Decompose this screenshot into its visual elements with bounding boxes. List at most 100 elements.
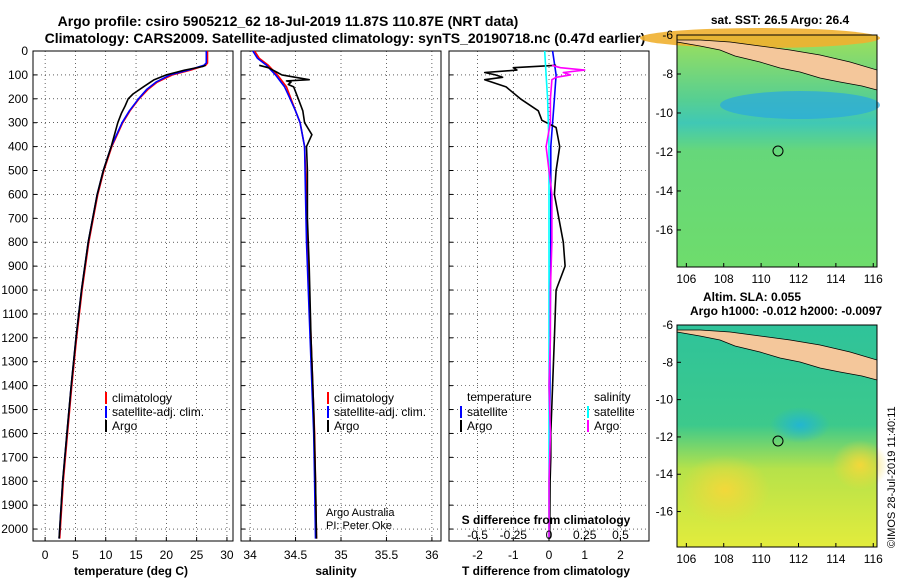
map-ytick-label: -6 xyxy=(662,318,673,332)
sla-map-ticks: 106 108 110 112 114 116 -6 -8 -10 -12 -14 -16 xyxy=(656,318,883,566)
legend-satellite: satellite-adj. clim. xyxy=(112,405,204,419)
map-xtick-label: 116 xyxy=(864,552,883,566)
difference-xtick-label: 1 xyxy=(581,548,588,562)
depth-tick-label: 200 xyxy=(8,92,28,106)
map-xtick-label: 114 xyxy=(826,272,845,286)
temperature-xtick-label: 0 xyxy=(42,548,49,562)
depth-tick-label: 1800 xyxy=(1,474,28,488)
map-ytick-label: -8 xyxy=(662,355,673,369)
map-xtick-label: 110 xyxy=(752,272,771,286)
legend-s-satellite: satellite xyxy=(594,405,635,419)
difference-xtick-label: -2 xyxy=(472,548,483,562)
temperature-xtick-label: 30 xyxy=(220,548,234,562)
map-ytick-label: -12 xyxy=(656,430,674,444)
sst-map-frame xyxy=(676,34,878,268)
map-xtick-label: 108 xyxy=(714,552,734,566)
depth-tick-label: 2000 xyxy=(1,522,28,536)
difference-series-s-argo xyxy=(545,64,586,539)
salinity-xtick-label: 35.5 xyxy=(375,548,399,562)
sla-high-patch-east xyxy=(832,440,888,490)
sst-map xyxy=(640,28,880,268)
argo-float-location xyxy=(772,435,784,447)
s-difference-tick-label: 0.25 xyxy=(573,528,597,542)
difference-xlabel: T difference from climatology xyxy=(462,564,630,578)
legend-climatology: climatology xyxy=(112,391,172,405)
depth-tick-label: 900 xyxy=(8,259,28,273)
s-difference-xlabel: S difference from climatology xyxy=(462,513,631,527)
map-xtick-label: 110 xyxy=(752,552,771,566)
map-ytick-label: -10 xyxy=(656,106,674,120)
s-difference-tick-label: -0.5 xyxy=(467,528,488,542)
sla-map xyxy=(676,324,888,548)
s-difference-tick-label: 0.5 xyxy=(612,528,629,542)
temperature-xtick-label: 5 xyxy=(72,548,79,562)
sst-warm-patch xyxy=(640,28,880,48)
legend-climatology: climatology xyxy=(334,391,394,405)
map-ytick-label: -10 xyxy=(656,393,674,407)
difference-legend: temperature satellite Argo salinity sate… xyxy=(460,390,635,433)
depth-tick-label: 800 xyxy=(8,235,28,249)
depth-tick-label: 1700 xyxy=(1,450,28,464)
map-ytick-label: -8 xyxy=(662,67,673,81)
map-ytick-label: -16 xyxy=(656,505,674,519)
figure-title-line1: Argo profile: csiro 5905212_62 18-Jul-20… xyxy=(58,13,519,29)
map-ytick-label: -14 xyxy=(656,467,674,481)
axis-ticks: 0100200300400500600700800900100011001200… xyxy=(1,44,629,562)
salinity-xtick-label: 34.5 xyxy=(284,548,308,562)
salinity-xtick-label: 35 xyxy=(334,548,348,562)
depth-tick-label: 300 xyxy=(8,116,28,130)
depth-tick-label: 400 xyxy=(8,140,28,154)
temperature-xtick-label: 25 xyxy=(190,548,204,562)
map-xtick-label: 108 xyxy=(714,272,734,286)
legend-s-argo: Argo xyxy=(594,419,620,433)
depth-tick-label: 1400 xyxy=(1,379,28,393)
map-ytick-label: -6 xyxy=(662,28,673,42)
depth-tick-label: 500 xyxy=(8,164,28,178)
salinity-series-climatology xyxy=(253,50,318,539)
s-difference-tick-label: 0 xyxy=(546,528,553,542)
legend-argo: Argo xyxy=(112,419,138,433)
s-difference-tick-label: -0.25 xyxy=(500,528,528,542)
salinity-series-argo xyxy=(258,64,318,539)
depth-tick-label: 1000 xyxy=(1,283,28,297)
depth-tick-label: 1300 xyxy=(1,355,28,369)
map-ytick-label: -12 xyxy=(656,145,674,159)
legend-argo: Argo xyxy=(334,419,360,433)
temperature-xtick-label: 15 xyxy=(129,548,143,562)
depth-tick-label: 100 xyxy=(8,68,28,82)
map-xtick-label: 114 xyxy=(826,552,845,566)
temperature-xtick-label: 20 xyxy=(160,548,174,562)
profile-curves xyxy=(58,50,586,539)
legend-salinity-title: salinity xyxy=(594,390,631,404)
credit-line1: Argo Australia xyxy=(326,507,395,519)
depth-tick-label: 0 xyxy=(21,44,28,58)
temperature-series-climatology xyxy=(58,51,209,539)
difference-xtick-label: 2 xyxy=(617,548,624,562)
sla-map-title1: Altim. SLA: 0.055 xyxy=(703,290,801,304)
salinity-legend: climatology satellite-adj. clim. Argo Ar… xyxy=(326,391,426,532)
map-xtick-label: 112 xyxy=(789,272,808,286)
temperature-legend: climatology satellite-adj. clim. Argo xyxy=(105,391,204,433)
credit-line2: PI: Peter Oke xyxy=(326,520,392,532)
depth-tick-label: 1100 xyxy=(2,307,28,321)
depth-tick-label: 1200 xyxy=(1,331,28,345)
map-ytick-label: -16 xyxy=(656,223,674,237)
map-xtick-label: 106 xyxy=(676,272,696,286)
difference-xtick-label: 0 xyxy=(546,548,553,562)
temperature-xlabel: temperature (deg C) xyxy=(74,564,188,578)
depth-tick-label: 1600 xyxy=(1,426,28,440)
timestamp: ©IMOS 28-Jul-2019 11:40:11 xyxy=(886,406,898,548)
argo-float-location xyxy=(772,145,784,157)
sst-map-ticks: 106 108 110 112 114 116 -6 -8 -10 -12 -14 -16 xyxy=(656,28,883,286)
sst-map-title: sat. SST: 26.5 Argo: 26.4 xyxy=(711,13,850,27)
temperature-panel-frame xyxy=(32,50,234,542)
java-coastline xyxy=(676,329,878,381)
map-xtick-label: 112 xyxy=(789,552,808,566)
temperature-series-argo xyxy=(58,64,206,539)
salinity-xtick-label: 34 xyxy=(243,548,257,562)
salinity-xtick-label: 36 xyxy=(425,548,439,562)
sla-high-patch-west xyxy=(680,455,770,525)
map-xtick-label: 116 xyxy=(864,272,883,286)
sla-map-frame xyxy=(676,324,878,548)
